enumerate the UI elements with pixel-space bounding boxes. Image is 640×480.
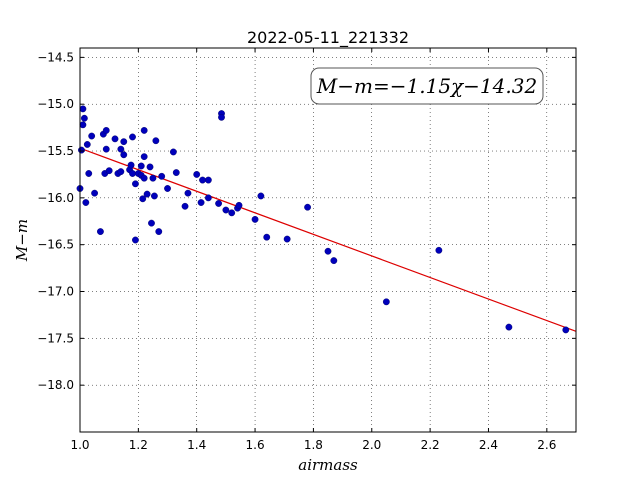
data-point <box>215 200 222 207</box>
data-point <box>505 323 513 331</box>
data-point <box>102 127 110 134</box>
x-tick-label: 2.2 <box>421 438 440 452</box>
data-point <box>79 105 87 113</box>
data-point <box>111 135 119 143</box>
y-tick-label: −14.5 <box>37 50 74 64</box>
y-tick-label: −16.5 <box>37 238 74 252</box>
data-point <box>148 219 155 227</box>
data-point <box>204 194 212 202</box>
data-point <box>193 171 201 178</box>
data-point <box>88 132 96 140</box>
data-point <box>139 195 147 203</box>
data-points <box>76 105 570 334</box>
data-point <box>304 203 311 211</box>
x-tick-label: 1.8 <box>304 438 323 452</box>
data-point <box>382 298 390 306</box>
x-tick-label: 1.0 <box>70 438 89 452</box>
data-point <box>137 162 145 170</box>
annotation-text: M−m=−1.15χ−14.32 <box>316 74 537 98</box>
data-point <box>132 236 139 244</box>
data-point <box>140 127 148 134</box>
data-point <box>79 121 87 129</box>
annotation-box <box>310 67 544 105</box>
data-point <box>78 146 85 154</box>
data-point <box>169 148 177 156</box>
data-point <box>257 192 265 200</box>
data-point <box>164 185 171 192</box>
x-tick-label: 1.2 <box>129 438 148 452</box>
x-axis-label: airmass <box>298 456 358 474</box>
fit-annotation: M−m=−1.15χ−14.32 <box>310 67 544 105</box>
axis-ticks <box>79 48 576 432</box>
x-tick-label: 1.4 <box>187 438 206 452</box>
data-point <box>181 202 189 210</box>
data-point <box>82 199 90 206</box>
data-point <box>283 235 291 243</box>
data-point <box>197 199 205 206</box>
data-point <box>129 133 136 141</box>
data-point <box>85 170 93 177</box>
data-point <box>80 114 88 122</box>
data-point <box>184 189 192 197</box>
x-tick-label: 2.0 <box>362 438 381 452</box>
y-tick-label: −17.5 <box>37 331 74 345</box>
chart-title: 2022-05-11_221332 <box>247 28 409 48</box>
data-point <box>140 153 148 161</box>
data-point <box>172 169 180 176</box>
data-point <box>120 151 128 159</box>
x-tick-label: 2.4 <box>479 438 498 452</box>
x-tick-labels: 1.0 1.2 1.4 1.6 1.8 2.0 2.2 2.4 2.6 <box>70 438 556 452</box>
y-tick-label: −15.5 <box>37 144 74 158</box>
data-point <box>149 174 157 182</box>
data-point <box>562 326 570 334</box>
x-tick-label: 2.6 <box>537 438 556 452</box>
data-point <box>105 167 113 175</box>
data-point <box>117 145 125 153</box>
data-point <box>143 190 151 198</box>
data-point <box>324 247 332 255</box>
data-point <box>158 172 166 180</box>
data-point <box>199 176 206 184</box>
y-tick-label: −17.0 <box>37 285 74 299</box>
x-tick-label: 1.6 <box>246 438 265 452</box>
data-point <box>102 145 110 153</box>
y-tick-label: −18.0 <box>37 378 74 392</box>
data-point <box>435 246 443 254</box>
y-tick-label: −15.0 <box>37 97 74 111</box>
data-point <box>235 201 243 209</box>
data-point <box>120 138 128 146</box>
y-axis-label: M−m <box>13 219 31 262</box>
data-point <box>155 228 163 235</box>
data-point <box>251 215 259 223</box>
data-point <box>83 141 91 148</box>
y-tick-label: −16.0 <box>37 191 74 205</box>
y-tick-labels: −14.5 −15.0 −15.5 −16.0 −16.5 −17.0 −17.5 −18.0 <box>37 50 74 392</box>
data-point <box>117 168 125 176</box>
data-point <box>228 209 236 217</box>
data-point <box>150 192 158 200</box>
data-point <box>330 257 338 265</box>
data-point <box>140 174 148 182</box>
data-point <box>146 163 154 171</box>
data-point <box>263 233 271 241</box>
data-point <box>222 206 230 214</box>
data-point <box>91 189 98 197</box>
data-point <box>129 170 136 177</box>
data-point <box>132 180 139 188</box>
data-point <box>218 113 225 121</box>
data-point <box>97 228 104 235</box>
data-point <box>127 161 135 169</box>
plot-frame <box>79 47 577 433</box>
data-point <box>152 137 160 145</box>
data-point <box>204 176 212 184</box>
